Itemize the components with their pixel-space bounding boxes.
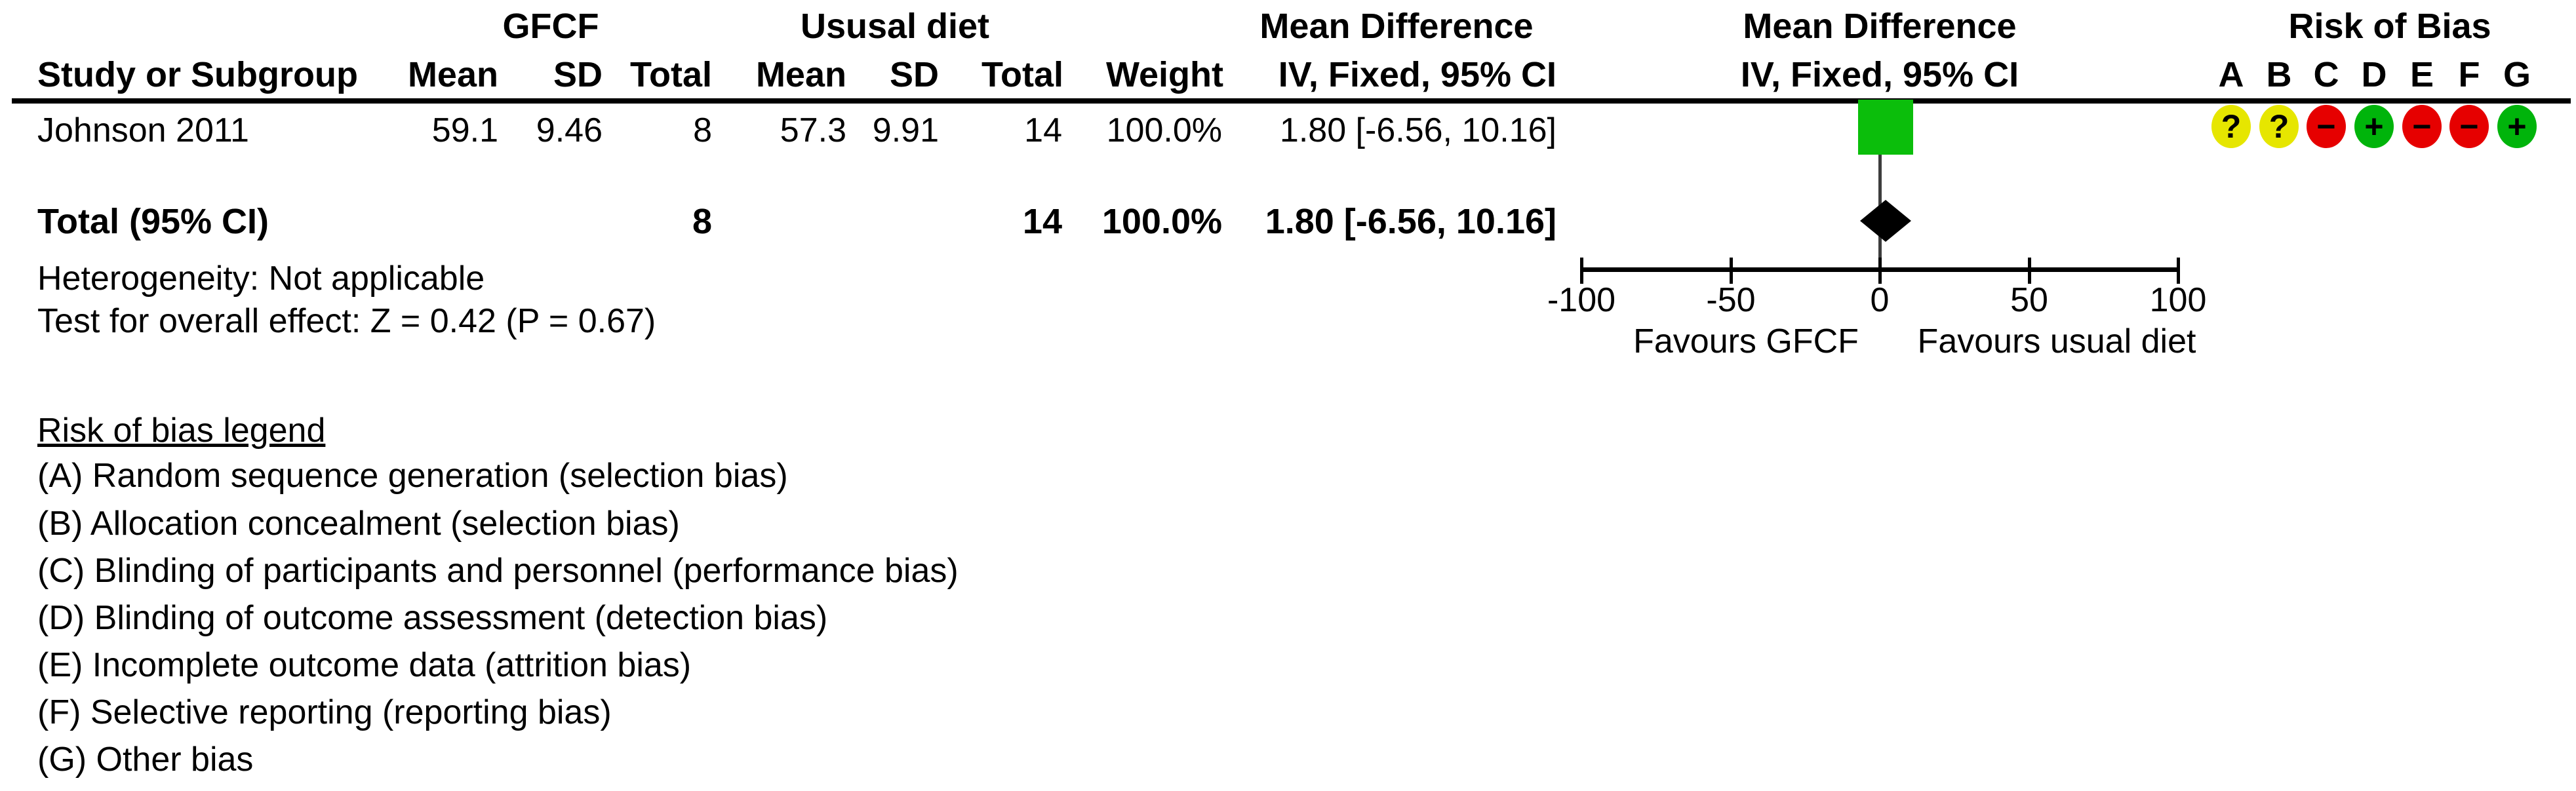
total-weight: 100.0%	[1101, 202, 1222, 241]
group-header-gfcf: GFCF	[502, 7, 599, 46]
col-total2-header: Total	[981, 55, 1063, 94]
rob-col-f: F	[2458, 55, 2480, 94]
x-tick-100	[2177, 258, 2180, 284]
rob-low-risk-icon: +	[2507, 108, 2527, 145]
x-tick-50	[2028, 258, 2031, 284]
heterogeneity-note: Heterogeneity: Not applicable	[37, 260, 485, 298]
rob-legend-item-b: (B) Allocation concealment (selection bi…	[37, 505, 680, 543]
study-sd2: 9.91	[872, 111, 939, 149]
rob-col-a: A	[2218, 55, 2244, 94]
rob-judgement-c-high: −	[2307, 105, 2346, 148]
study-mean2: 57.3	[780, 111, 846, 149]
rob-high-risk-icon: −	[2412, 108, 2432, 145]
rob-high-risk-icon: −	[2459, 108, 2479, 145]
rob-col-b: B	[2266, 55, 2292, 94]
x-label-100: 100	[2149, 281, 2207, 319]
col-weight-header: Weight	[1106, 55, 1223, 94]
col-ci-header: IV, Fixed, 95% CI	[1278, 55, 1556, 94]
total-total2: 14	[1022, 202, 1062, 241]
rob-legend-item-g: (G) Other bias	[37, 741, 254, 779]
rob-judgement-e-high: −	[2402, 105, 2442, 148]
total-label: Total (95% CI)	[37, 202, 269, 241]
col-mean2-header: Mean	[755, 55, 846, 94]
rob-unclear-icon: ?	[2269, 108, 2289, 145]
x-label-0: 0	[1870, 281, 1890, 319]
favours-right-label: Favours usual diet	[1917, 322, 2196, 360]
study-point-estimate-square	[1858, 100, 1913, 155]
total-effect-diamond	[1860, 200, 1911, 242]
overall-effect-note: Test for overall effect: Z = 0.42 (P = 0…	[37, 302, 656, 340]
rob-judgement-g-low: +	[2497, 105, 2537, 148]
zero-effect-line	[1878, 104, 1882, 284]
rob-legend-item-f: (F) Selective reporting (reporting bias)	[37, 693, 612, 731]
rob-judgement-f-high: −	[2449, 105, 2489, 148]
rob-legend-item-e: (E) Incomplete outcome data (attrition b…	[37, 646, 692, 684]
rob-legend-item-c: (C) Blinding of participants and personn…	[37, 552, 959, 590]
rob-high-risk-icon: −	[2316, 108, 2336, 145]
rob-legend-item-d: (D) Blinding of outcome assessment (dete…	[37, 599, 828, 637]
study-total1: 8	[693, 111, 712, 149]
rob-unclear-icon: ?	[2221, 108, 2242, 145]
study-name: Johnson 2011	[37, 111, 249, 149]
total-ci-text: 1.80 [-6.56, 10.16]	[1265, 202, 1556, 241]
x-tick-neg100	[1580, 258, 1583, 284]
rob-col-d: D	[2361, 55, 2387, 94]
total-total1: 8	[692, 202, 712, 241]
study-sd1: 9.46	[536, 111, 603, 149]
x-tick-0	[1878, 258, 1882, 284]
col-total1-header: Total	[630, 55, 712, 94]
favours-left-label: Favours GFCF	[1633, 322, 1859, 360]
study-total2: 14	[1024, 111, 1062, 149]
rob-judgement-b-unclear: ?	[2259, 105, 2299, 148]
x-label-neg50: -50	[1706, 281, 1756, 319]
col-study-header: Study or Subgroup	[37, 55, 358, 94]
study-ci-text: 1.80 [-6.56, 10.16]	[1279, 111, 1556, 149]
rob-col-e: E	[2409, 55, 2434, 94]
group-header-usual-diet: Ususal diet	[800, 7, 990, 46]
plot-header: Mean Difference	[1743, 7, 2017, 46]
rob-col-g: G	[2503, 55, 2531, 94]
x-label-neg100: -100	[1547, 281, 1616, 319]
plot-ci-header: IV, Fixed, 95% CI	[1740, 55, 2019, 94]
header-divider-line	[12, 98, 2571, 104]
col-sd2-header: SD	[889, 55, 939, 94]
rob-low-risk-icon: +	[2364, 108, 2384, 145]
x-tick-neg50	[1730, 258, 1733, 284]
study-mean1: 59.1	[431, 111, 498, 149]
rob-legend-title: Risk of bias legend	[37, 412, 326, 450]
col-mean1-header: Mean	[407, 55, 498, 94]
study-weight: 100.0%	[1106, 111, 1222, 149]
rob-col-c: C	[2313, 55, 2339, 94]
rob-judgement-a-unclear: ?	[2211, 105, 2251, 148]
effect-header: Mean Difference	[1259, 7, 1534, 46]
rob-legend-item-a: (A) Random sequence generation (selectio…	[37, 457, 788, 495]
rob-judgement-d-low: +	[2354, 105, 2394, 148]
risk-of-bias-header: Risk of Bias	[2288, 7, 2491, 46]
x-label-50: 50	[2010, 281, 2048, 319]
col-sd1-header: SD	[553, 55, 603, 94]
